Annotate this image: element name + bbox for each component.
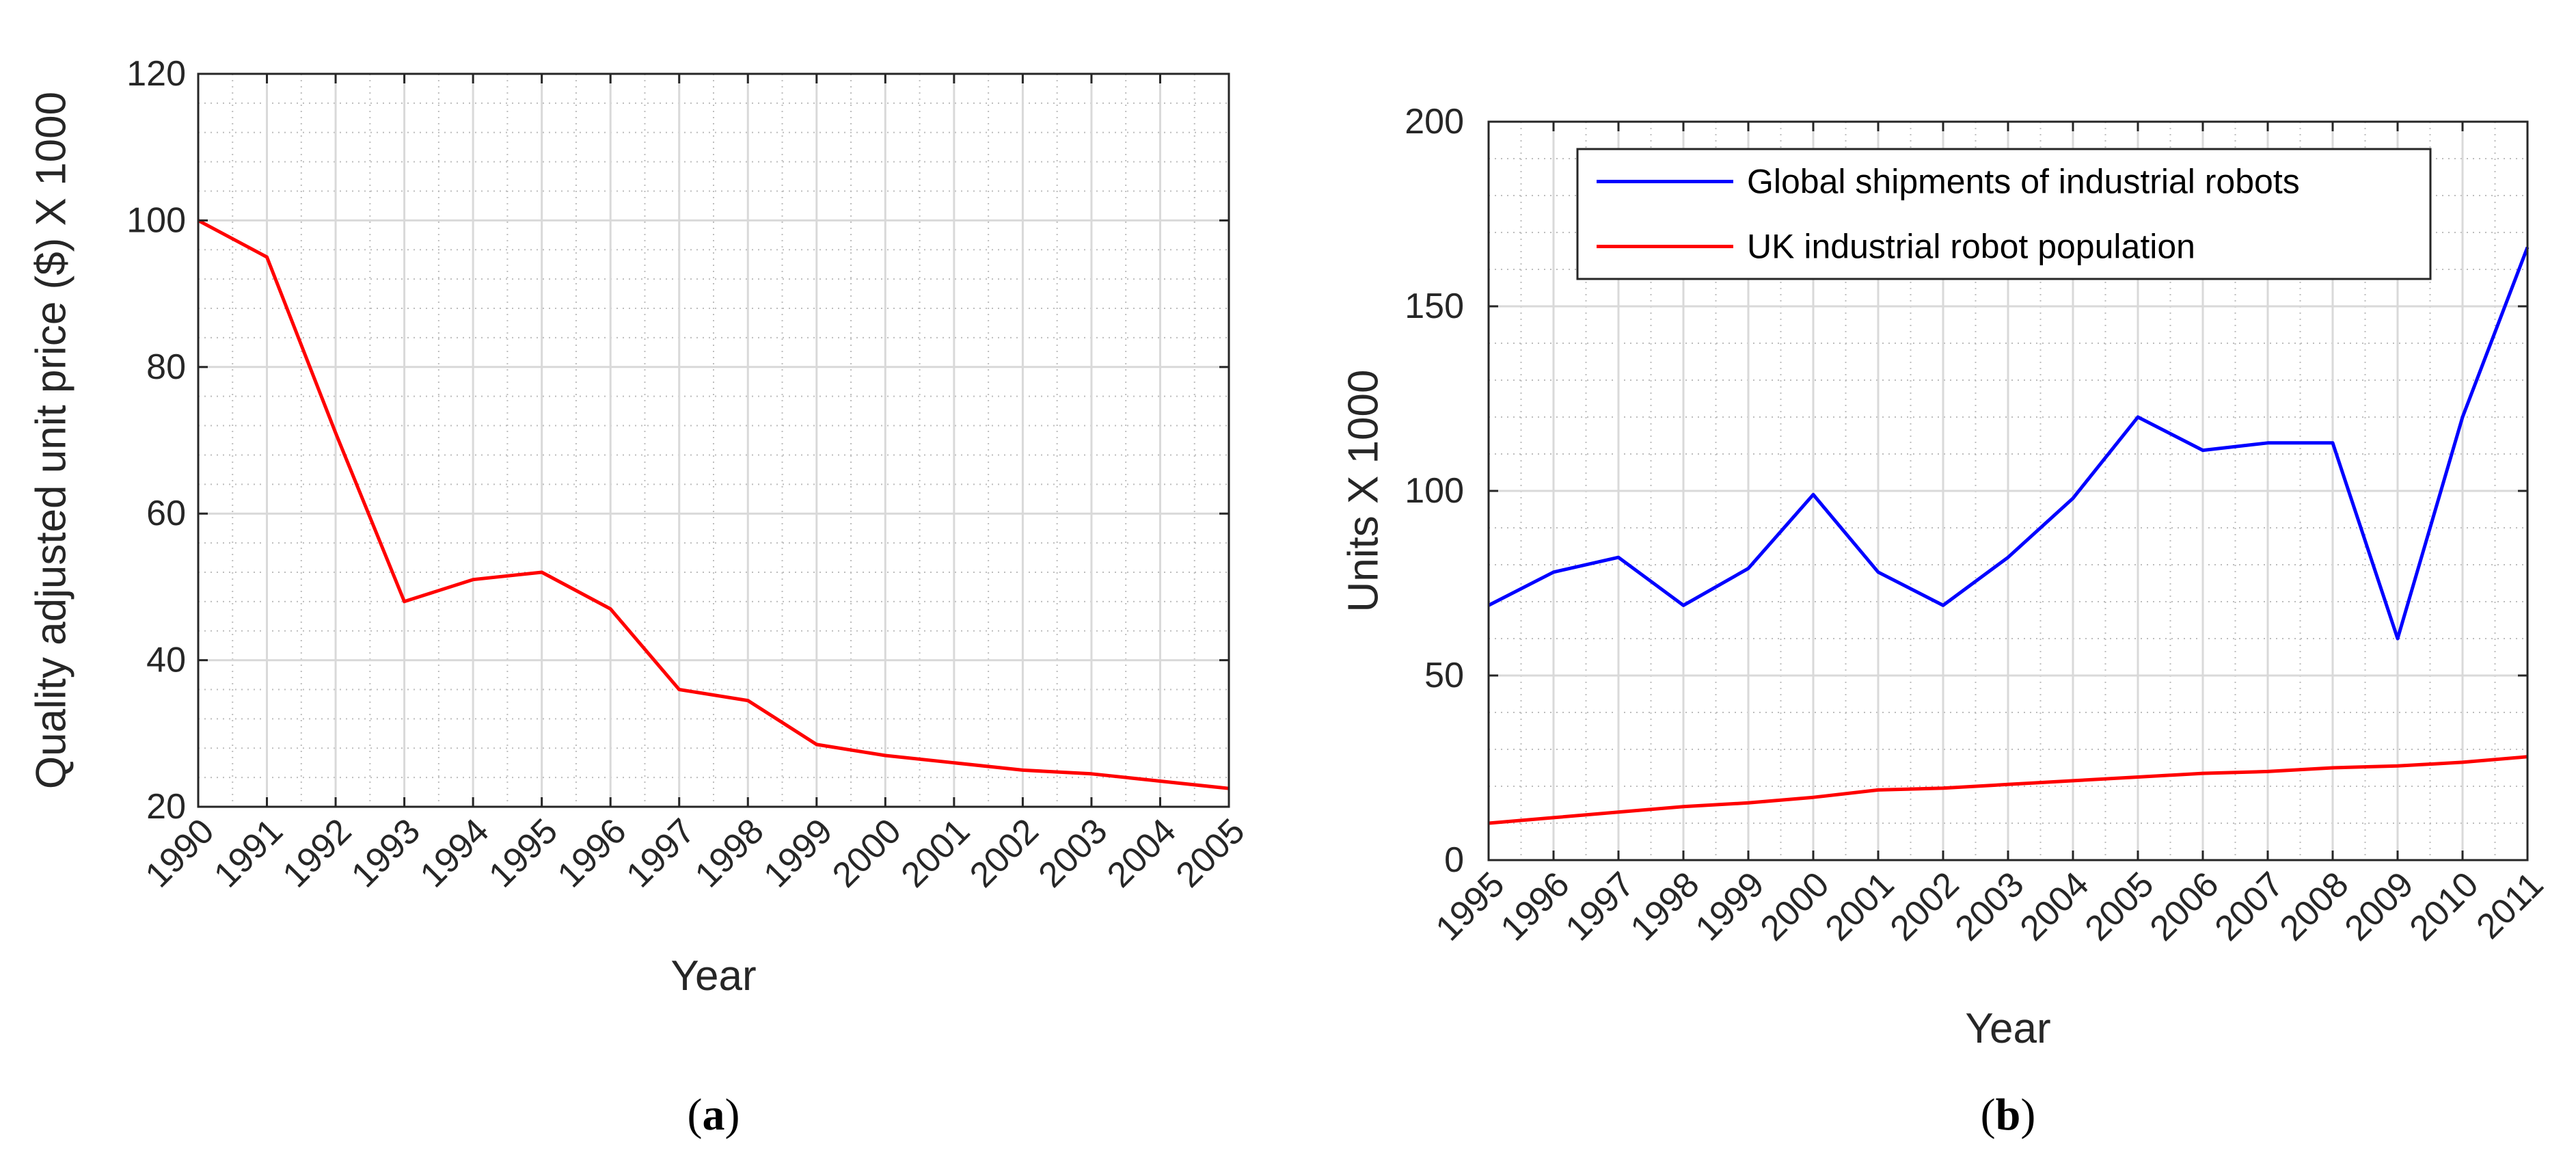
y-axis-title: Quality adjusted unit price ($) X 1000: [28, 92, 75, 789]
panel-label: (a): [688, 1090, 740, 1140]
y-axis-title: Units X 1000: [1340, 370, 1387, 613]
series-line-global-shipments-of-industrial-robots: [1487, 246, 2530, 641]
y-tick-label: 100: [126, 200, 186, 240]
chart-panel-b: 0501001502001995199619971998199920002001…: [1340, 102, 2551, 1140]
y-tick-label: 50: [1424, 656, 1464, 695]
y-tick-label: 0: [1444, 840, 1464, 880]
legend-label: UK industrial robot population: [1747, 228, 2195, 266]
legend-box: [1576, 148, 2432, 280]
x-axis-title: Year: [1965, 1005, 2050, 1052]
tick-marks: [197, 72, 1230, 808]
x-axis-title: Year: [670, 952, 756, 1000]
legend-label: Global shipments of industrial robots: [1747, 163, 2300, 201]
y-tick-label: 80: [146, 347, 186, 387]
y-tick-label: 60: [146, 494, 186, 533]
series-line-uk-industrial-robot-population: [1488, 755, 2528, 825]
tick-marks: [1487, 120, 2529, 861]
y-tick-label: 200: [1405, 102, 1464, 142]
panel-label: (b): [1981, 1090, 2036, 1140]
y-tick-label: 120: [126, 54, 186, 94]
legend: Global shipments of industrial robots UK …: [1576, 148, 2432, 280]
y-tick-label: 40: [146, 641, 186, 680]
axes-box: [197, 72, 1230, 808]
y-tick-label: 100: [1405, 471, 1464, 511]
plot-area: [198, 74, 1229, 807]
y-tick-label: 150: [1405, 286, 1464, 326]
y-tick-label: 20: [146, 787, 186, 827]
series-line-0: [197, 219, 1230, 790]
